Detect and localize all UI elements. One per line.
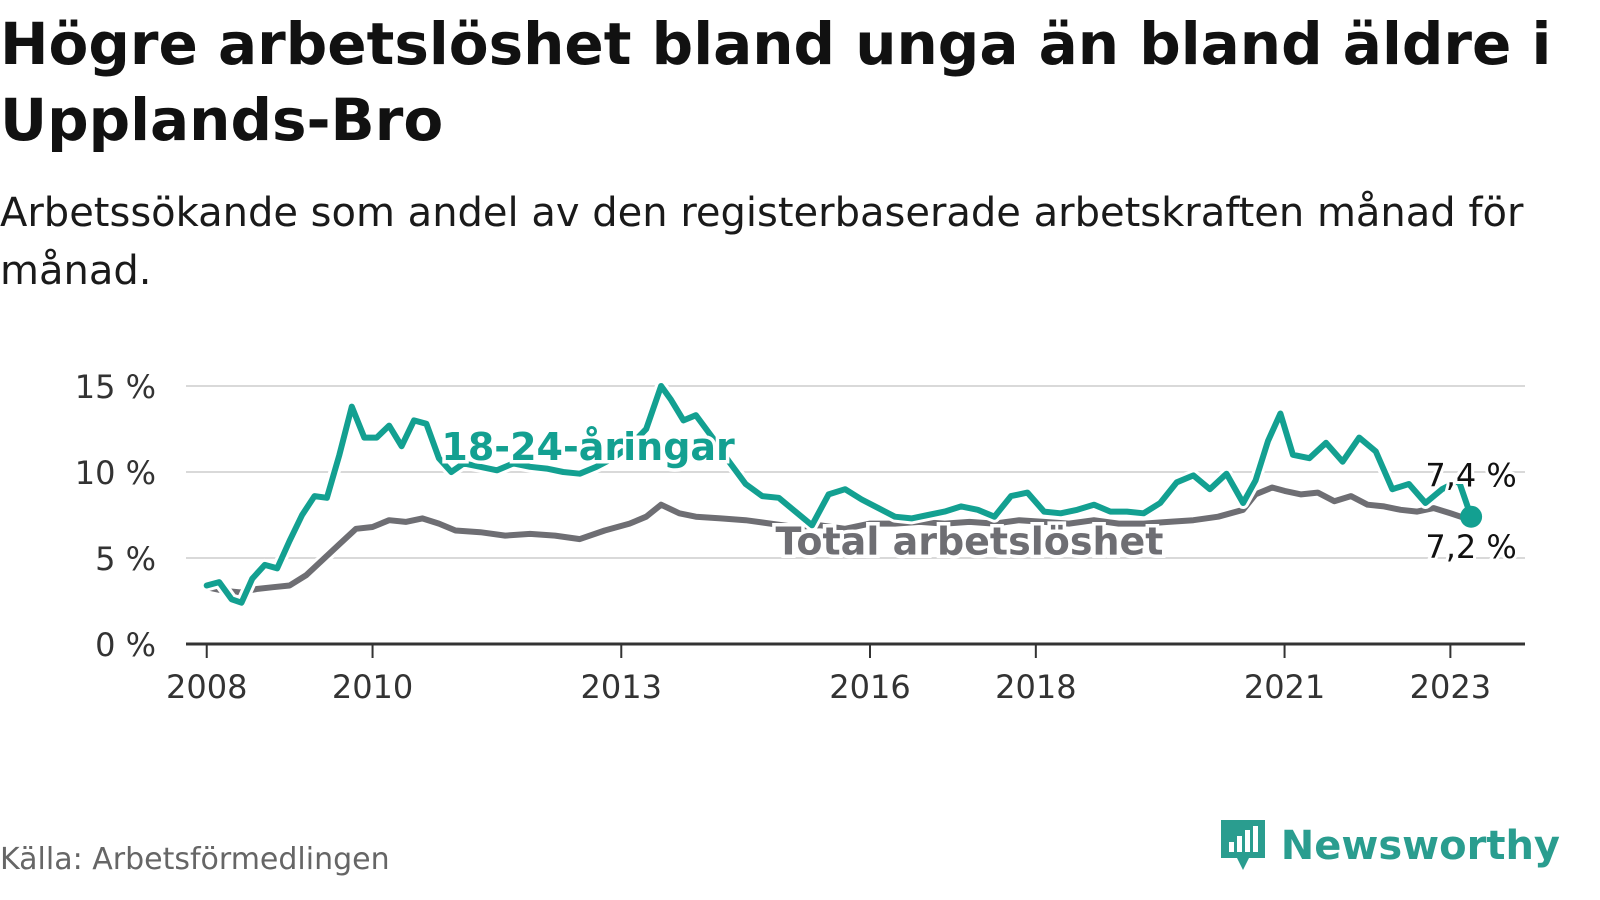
line-chart: 0 %5 %10 %15 % 2008 2010 2013 2016 2018 2021 2… [75, 368, 1525, 706]
x-tick-label: 2010 [332, 668, 413, 706]
series-label-youth: 18-24-åringar [441, 425, 735, 469]
y-tick-label: 10 % [75, 454, 156, 492]
series-lines [200, 380, 1483, 609]
end-point-marker [1460, 505, 1483, 528]
y-tick-label: 15 % [75, 368, 156, 406]
x-axis: 2008 2010 2013 2016 2018 2021 2023 [166, 642, 1525, 706]
x-tick-label: 2018 [995, 668, 1076, 706]
y-tick-label: 5 % [95, 540, 156, 578]
y-axis-ticks: 0 % 5 % 10 % 15 % [75, 368, 156, 664]
x-tick-label: 2021 [1244, 668, 1325, 706]
x-tick-label: 2016 [829, 668, 910, 706]
brand-name: Newsworthy [1280, 823, 1560, 869]
newsworthy-logo-icon [1220, 820, 1265, 870]
x-tick-label: 2023 [1410, 668, 1491, 706]
series-label-total: Total arbetslöshet [776, 520, 1164, 564]
source-note: Källa: Arbetsförmedlingen [0, 842, 390, 877]
brand-logo: Newsworthy [1219, 818, 1560, 874]
end-label-youth: 7,4 % [1425, 457, 1516, 495]
series-line-total [203, 484, 1475, 596]
y-tick-label: 0 % [95, 626, 156, 664]
x-tick-label: 2008 [166, 668, 247, 706]
end-label-total: 7,2 % [1425, 528, 1516, 566]
chart-title: Högre arbetslöshet bland unga än bland ä… [0, 10, 1552, 154]
gridlines [186, 385, 1525, 559]
series-line-youth [203, 383, 1475, 606]
chart-subtitle: Arbetssökande som andel av den registerb… [0, 190, 1524, 294]
x-tick-label: 2013 [581, 668, 662, 706]
series-labels: 18-24-åringar 7,4 % Total arbetslöshet 7,2 … [438, 421, 1520, 569]
